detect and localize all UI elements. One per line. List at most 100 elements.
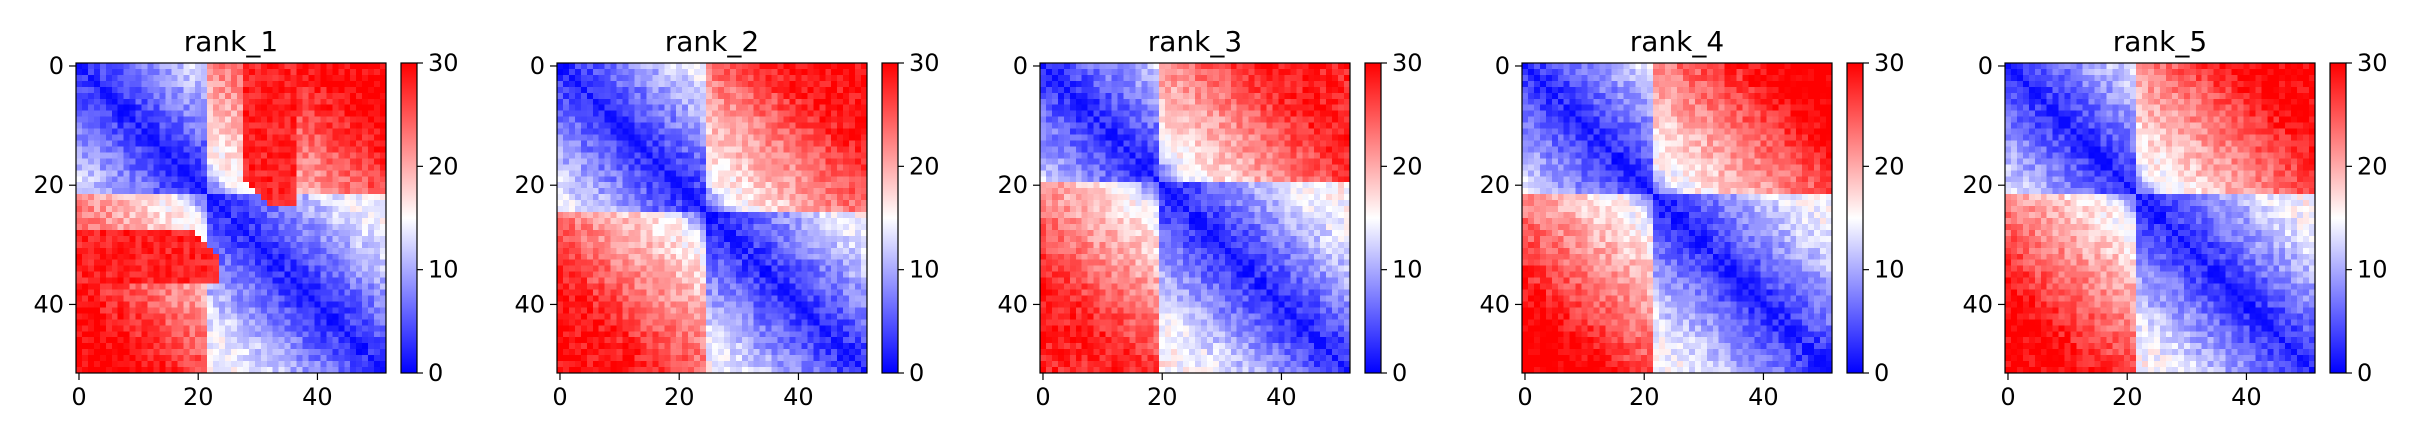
heatmap-cell — [855, 182, 862, 189]
heatmap-cell — [825, 277, 832, 284]
heatmap-cell — [278, 295, 286, 302]
heatmap-cell — [350, 367, 357, 374]
heatmap-cell — [807, 229, 814, 237]
heatmap-cell — [801, 295, 808, 302]
heatmap-cell — [831, 307, 838, 314]
heatmap-cell — [171, 194, 178, 201]
heatmap-cell — [135, 128, 142, 135]
heatmap-cell — [171, 313, 178, 320]
heatmap-cell — [350, 343, 357, 350]
heatmap-cell — [801, 116, 808, 124]
heatmap-cell — [284, 74, 292, 82]
heatmap-cell — [99, 92, 107, 100]
heatmap-cell — [93, 223, 101, 231]
heatmap-cell — [622, 134, 629, 141]
heatmap-cell — [242, 116, 250, 124]
heatmap-cell — [789, 206, 796, 213]
heatmap-cell — [837, 200, 844, 207]
heatmap-cell — [380, 194, 387, 201]
heatmap-cell — [117, 355, 125, 362]
heatmap-cell — [682, 247, 689, 255]
heatmap-cell — [759, 140, 767, 147]
heatmap-cell — [302, 80, 309, 88]
heatmap-cell — [183, 343, 190, 350]
heatmap-cell — [640, 200, 647, 207]
heatmap-cell — [670, 223, 677, 231]
heatmap-cell — [562, 319, 570, 326]
heatmap-cell — [723, 289, 731, 296]
heatmap-cell — [225, 367, 232, 374]
heatmap-cell — [723, 218, 731, 225]
heatmap-cell — [153, 170, 160, 177]
x-tick-label: 40 — [302, 383, 333, 411]
heatmap-cell — [362, 349, 369, 356]
heatmap-cell — [580, 200, 588, 207]
heatmap-cell — [658, 92, 665, 100]
heatmap-cell — [350, 68, 357, 76]
heatmap-cell — [153, 218, 160, 225]
heatmap-cell — [231, 301, 238, 308]
heatmap-cell — [562, 122, 570, 129]
heatmap-cell — [855, 86, 862, 94]
heatmap-cell — [165, 110, 172, 118]
heatmap-cell — [87, 140, 95, 147]
heatmap-cell — [207, 241, 214, 249]
heatmap-cell — [610, 301, 618, 308]
heatmap-cell — [646, 122, 653, 129]
heatmap-cell — [248, 110, 256, 118]
heatmap-cell — [723, 176, 731, 183]
heatmap-cell — [831, 194, 838, 201]
heatmap-cell — [688, 104, 695, 112]
heatmap-cell — [646, 313, 653, 320]
heatmap-cell — [189, 86, 196, 94]
heatmap-cell — [290, 253, 297, 261]
heatmap-cell — [694, 104, 701, 112]
heatmap-cell — [260, 92, 268, 100]
heatmap-cell — [706, 128, 713, 135]
heatmap-cell — [183, 313, 190, 320]
heatmap-cell — [81, 253, 89, 261]
heatmap-cell — [344, 92, 351, 100]
heatmap-cell — [843, 259, 850, 267]
heatmap-cell — [682, 176, 689, 183]
heatmap-cell — [171, 104, 178, 112]
heatmap-cell — [314, 188, 321, 195]
heatmap-cell — [117, 289, 125, 296]
heatmap-cell — [207, 343, 214, 350]
heatmap-cell — [141, 343, 148, 350]
heatmap-cell — [700, 218, 707, 225]
heatmap-cell — [165, 241, 172, 249]
heatmap-cell — [302, 110, 309, 118]
heatmap-cell — [308, 325, 315, 332]
heatmap-cell — [326, 313, 333, 320]
heatmap-cell — [296, 68, 303, 76]
heatmap-cell — [741, 182, 749, 189]
heatmap-cell — [634, 104, 641, 112]
heatmap-cell — [374, 331, 381, 338]
heatmap-cell — [753, 176, 761, 183]
heatmap-cell — [123, 349, 131, 356]
heatmap-cell — [706, 188, 713, 195]
heatmap-cell — [688, 92, 695, 100]
heatmap-cell — [332, 146, 339, 153]
heatmap-cell — [129, 325, 137, 332]
heatmap-cell — [314, 337, 321, 344]
heatmap-cell — [135, 259, 142, 267]
heatmap-cell — [290, 170, 297, 177]
colorbar-tick-label: 0 — [428, 359, 443, 387]
heatmap-cell — [628, 92, 635, 100]
heatmap-cell — [147, 229, 154, 237]
heatmap-cell — [111, 241, 119, 249]
heatmap-cell — [362, 74, 369, 82]
heatmap-cell — [694, 283, 701, 290]
heatmap-cell — [855, 241, 862, 249]
colorbar-tick-label: 20 — [428, 152, 459, 180]
heatmap-cell — [236, 63, 244, 70]
heatmap-cell — [777, 140, 784, 147]
heatmap-cell — [646, 235, 653, 243]
heatmap-cell — [314, 265, 321, 273]
heatmap-cell — [634, 313, 641, 320]
heatmap-cell — [753, 152, 761, 159]
heatmap-cell — [729, 98, 737, 106]
